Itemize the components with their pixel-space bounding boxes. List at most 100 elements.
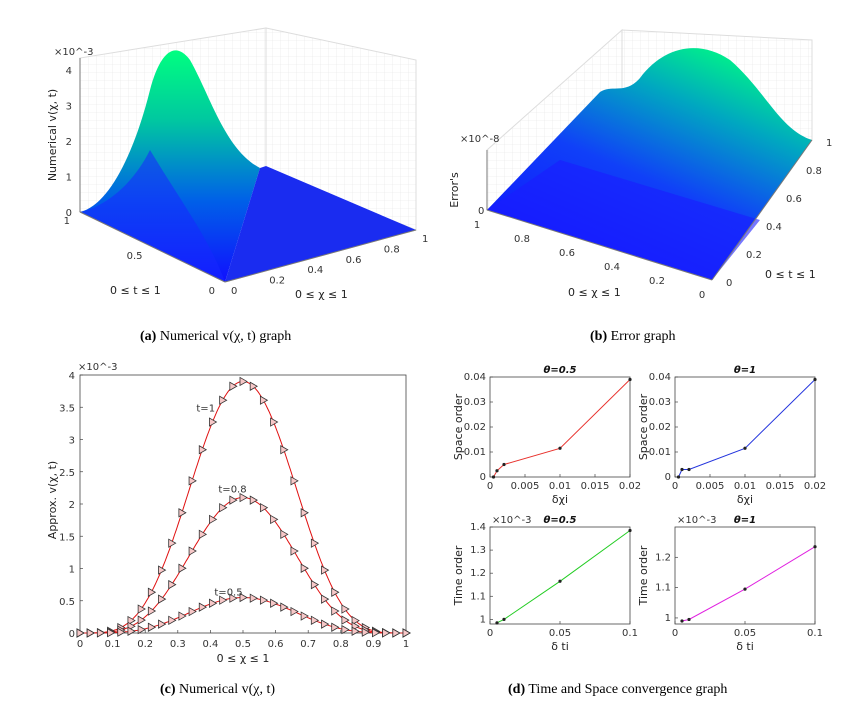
d-point	[628, 528, 632, 533]
c-marker	[209, 417, 218, 427]
d-ytick: 0.01	[649, 447, 671, 458]
c-marker	[239, 492, 248, 503]
d-point	[502, 462, 506, 467]
d-ylabel: Space order	[637, 393, 650, 460]
d-xtick: 0.05	[549, 628, 571, 639]
c-marker	[229, 495, 238, 505]
c-marker	[147, 587, 157, 597]
d-point	[495, 469, 499, 473]
c-series-label: t=0.5	[214, 588, 242, 599]
d-ytick: 1.2	[470, 568, 486, 579]
c-ytick: 0.5	[59, 597, 75, 608]
c-marker	[158, 565, 167, 575]
c-marker	[158, 619, 167, 629]
c-marker	[341, 615, 350, 625]
c-marker	[280, 602, 289, 612]
c-marker	[290, 546, 299, 556]
c-xtick: 1	[403, 639, 409, 650]
c-marker	[96, 628, 106, 638]
c-series-label: t=1	[196, 403, 215, 414]
d-xtick: 0.005	[511, 481, 540, 492]
c-marker	[300, 611, 309, 621]
d-point	[813, 377, 817, 382]
c-xtick: 0.7	[300, 639, 316, 650]
c-marker	[219, 595, 228, 605]
c-yscale: ×10^-3	[78, 362, 117, 373]
d-yscale: ×10^-3	[677, 515, 716, 526]
c-marker	[137, 624, 146, 635]
d-series-line	[496, 530, 631, 624]
subplot-d2: 0 0.005 0.01 0.015 0.02 0 0.01 0.02 0.03 0.04 θ=1 δ…	[637, 365, 826, 506]
c-marker	[300, 508, 309, 518]
d-xtick: 0.02	[619, 481, 641, 492]
d-ytick: 0.01	[464, 447, 486, 458]
d-ytick: 0.04	[649, 372, 671, 383]
d-xtick: 0	[672, 628, 678, 639]
c-marker	[249, 381, 258, 391]
c-ytick: 4	[69, 371, 75, 382]
c-marker	[351, 615, 360, 626]
d-point	[491, 475, 496, 479]
subplot-box	[489, 526, 631, 625]
c-ytick: 1.5	[59, 532, 75, 543]
d-ytick: 0	[480, 472, 486, 483]
d-xtick: 0.015	[766, 481, 795, 492]
d-ytick: 0.03	[464, 397, 486, 408]
caption-b: (b) Error graph	[590, 329, 676, 344]
d-ytick: 1.2	[655, 552, 671, 563]
d-xtick: 0.1	[807, 628, 823, 639]
c-marker	[219, 395, 228, 405]
d-point	[495, 621, 499, 625]
c-marker	[280, 529, 289, 540]
d-title: θ=0.5	[544, 365, 577, 376]
c-marker	[321, 565, 330, 575]
d-point	[628, 377, 632, 382]
d-xtick: 0.01	[734, 481, 756, 492]
d-xtick: 0.05	[734, 628, 756, 639]
c-marker	[290, 476, 299, 486]
c-marker	[178, 611, 187, 621]
c-marker	[239, 376, 248, 387]
c-xtick: 0.9	[365, 639, 381, 650]
d-xlabel: δ ti	[551, 640, 569, 653]
d-point	[680, 467, 684, 472]
c-marker	[188, 546, 197, 556]
c-marker	[178, 508, 187, 518]
c-marker	[168, 615, 177, 626]
c-ylabel: Approx. v(χ, t)	[46, 461, 59, 539]
d-ytick: 1.3	[470, 545, 486, 556]
c-marker	[270, 514, 279, 525]
subplot-box	[674, 526, 816, 625]
c-marker	[341, 624, 350, 635]
c-marker	[127, 626, 136, 636]
d-xtick: 0.01	[549, 481, 571, 492]
d-ylabel: Time order	[452, 545, 465, 606]
c-marker	[198, 529, 208, 540]
c-marker	[372, 628, 381, 638]
d-ytick: 0.04	[464, 372, 486, 383]
c-marker	[259, 595, 269, 605]
d-point	[743, 587, 747, 591]
d-title: θ=1	[734, 365, 756, 376]
c-marker	[219, 502, 228, 513]
d-ytick: 0.02	[464, 422, 486, 433]
c-marker	[127, 615, 136, 626]
c-marker	[147, 606, 157, 616]
d-xtick: 0.1	[622, 628, 638, 639]
c-marker	[382, 628, 391, 638]
d-xtick: 0	[672, 481, 678, 492]
d-point	[558, 446, 562, 450]
caption-d: (d) Time and Space convergence graph	[508, 682, 728, 697]
c-marker	[76, 628, 85, 638]
d-title: θ=0.5	[544, 515, 577, 526]
d-ytick: 1	[665, 613, 671, 624]
c-marker	[86, 628, 95, 638]
c-marker	[188, 606, 197, 617]
d-point	[680, 619, 684, 623]
c-xtick: 0.6	[268, 639, 284, 650]
subplot-d4: 0 0.05 0.1 1 1.1 1.2 θ=1 δ ti Time order ×10^-3	[637, 515, 823, 653]
d-xlabel: δχi	[737, 493, 753, 506]
c-marker	[188, 476, 197, 486]
c-marker	[341, 604, 350, 614]
